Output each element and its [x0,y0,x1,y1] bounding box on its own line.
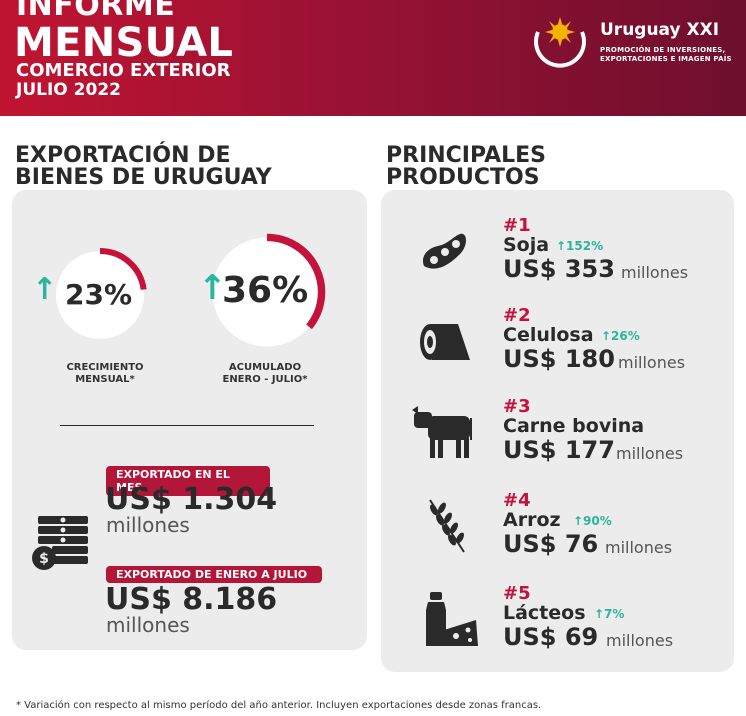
product-3-unit: millones [616,444,684,463]
product-5-rank: #5 [503,583,531,604]
up-arrow-icon: ↑ [198,268,227,308]
left-section-title: EXPORTACIÓN DE BIENES DE URUGUAY [15,145,272,189]
header-subtitle: COMERCIO EXTERIOR [16,60,231,81]
header-title-informe: INFORME [16,0,176,23]
product-4-name: Arroz [503,509,561,531]
logo-name: Uruguay XXI [600,20,720,40]
product-2-name: Celulosa [503,324,594,346]
month-export-unit: millones [106,513,190,537]
product-1-name: Soja [503,234,550,256]
product-2-change: ↑26% [601,329,640,343]
product-4-value: US$ 76 [503,530,599,558]
product-1-rank: #1 [503,215,531,236]
pulp-roll-icon [420,324,470,360]
product-5-change: ↑7% [594,607,625,621]
product-3-name: Carne bovina [503,415,645,437]
month-export-badge: EXPORTADO EN EL MES [106,466,270,496]
product-4-change: ↑90% [573,514,612,528]
product-2-unit: millones [618,353,686,372]
rice-icon [429,499,465,553]
logo-tagline-1: PROMOCIÓN DE INVERSIONES, [600,46,726,54]
ytd-export-badge: EXPORTADO DE ENERO A JULIO [106,566,322,583]
dairy-icon [426,592,478,646]
product-4-unit: millones [605,538,673,557]
svg-text:$: $ [39,551,49,567]
cumulative-growth-donut [212,233,326,347]
cumulative-label-line-1: ACUMULADO [228,362,302,373]
header-date: JULIO 2022 [16,80,121,100]
product-5-name: Lácteos [503,602,586,624]
product-1-unit: millones [621,263,689,282]
right-title-line-2: PRODUCTOS [386,165,540,190]
uruguay-xxi-logo: Uruguay XXI PROMOCIÓN DE INVERSIONES, EX… [530,14,740,74]
sun-logo-icon [534,17,586,68]
header-title-mensual: MENSUAL [14,20,234,66]
right-section-title: PRINCIPALES PRODUCTOS [386,145,546,189]
product-5-value: US$ 69 [503,623,599,651]
product-5-unit: millones [606,631,674,650]
divider [60,425,314,426]
product-1-change: ↑152% [556,239,604,253]
ytd-export-amount: US$ 8.186 [105,582,278,617]
cow-icon [412,406,472,458]
logo-tagline-2: EXPORTACIONES E IMAGEN PAÍS [600,55,732,63]
cumulative-label-line-2: ENERO - JULIO* [222,374,308,385]
monthly-growth-value: 23% [65,278,133,311]
money-stack-icon: $ [32,516,88,570]
left-title-line-1: EXPORTACIÓN DE [15,143,231,168]
product-2-rank: #2 [503,305,531,326]
monthly-growth-label: CRECIMIENTO MENSUAL* [45,362,165,386]
right-title-line-1: PRINCIPALES [386,143,547,168]
soybean-icon [422,233,466,269]
left-title-line-2: BIENES DE URUGUAY [15,165,272,190]
monthly-growth-donut [56,248,147,339]
cumulative-growth-label: ACUMULADO ENERO - JULIO* [205,362,325,386]
product-1-value: US$ 353 [503,255,615,283]
product-2-value: US$ 180 [503,345,615,373]
monthly-label-line-1: CRECIMIENTO [66,362,144,373]
monthly-label-line-2: MENSUAL* [75,374,135,385]
product-3-rank: #3 [503,396,531,417]
product-4-rank: #4 [503,490,531,511]
cumulative-growth-arc [266,233,326,330]
product-3-value: US$ 177 [503,436,615,464]
header-banner: INFORME MENSUAL COMERCIO EXTERIOR JULIO … [0,0,746,116]
ytd-export-unit: millones [106,613,190,637]
footnote: * Variación con respecto al mismo períod… [16,700,542,711]
cumulative-growth-value: 36% [222,270,309,311]
up-arrow-icon: ↑ [32,272,58,307]
month-export-amount: US$ 1.304 [105,482,278,517]
monthly-growth-arc [99,248,147,290]
